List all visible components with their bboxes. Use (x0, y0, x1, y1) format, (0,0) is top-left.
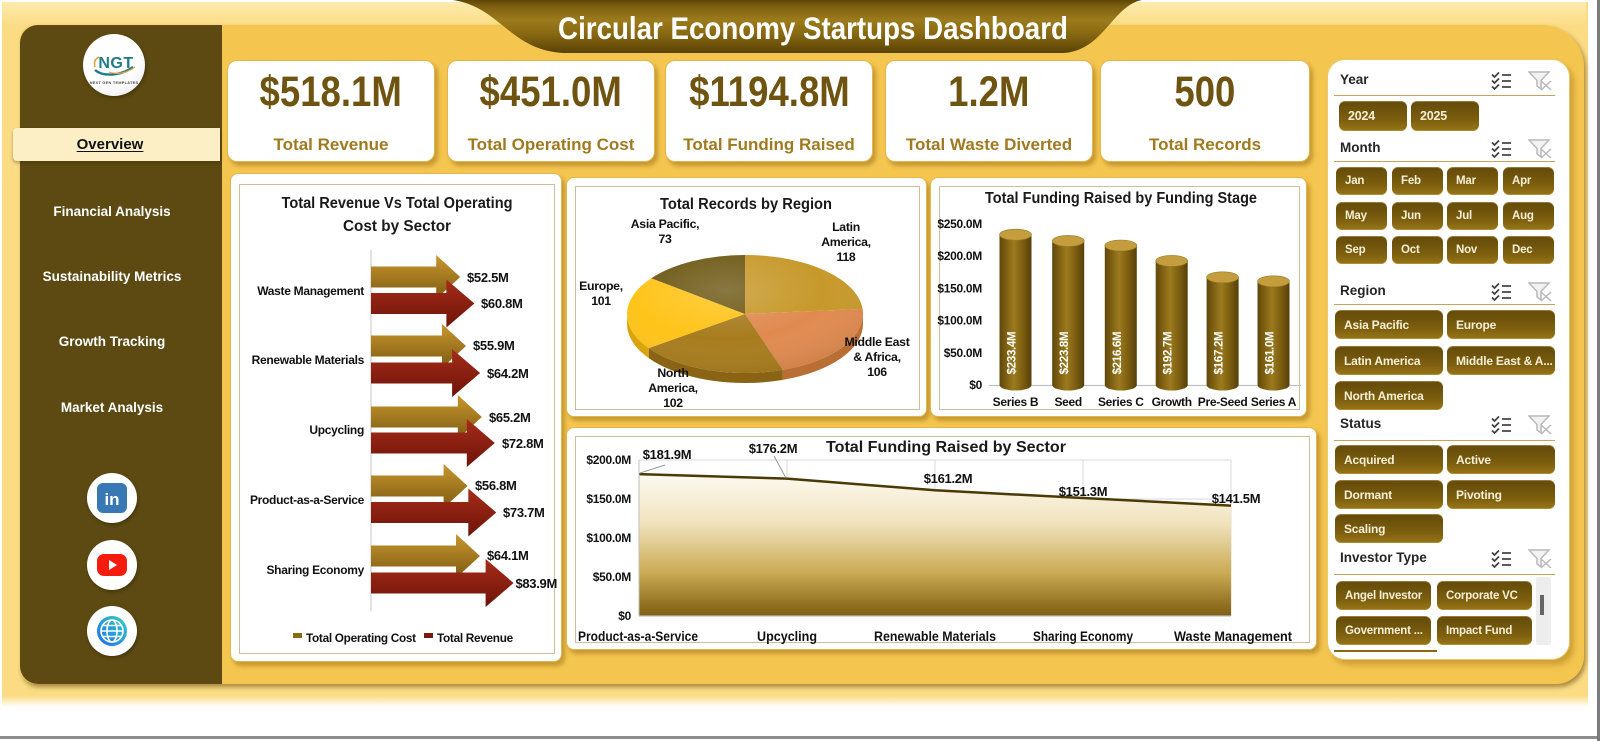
svg-text:North: North (657, 366, 688, 380)
svg-text:$223.8M: $223.8M (1059, 332, 1071, 375)
svg-text:$176.2M: $176.2M (749, 441, 798, 456)
svg-text:$0: $0 (969, 378, 982, 392)
svg-text:Pre-Seed: Pre-Seed (1198, 395, 1248, 409)
svg-text:$50.0M: $50.0M (593, 570, 632, 584)
svg-text:$250.0M: $250.0M (937, 217, 982, 231)
svg-text:Total Records by Region: Total Records by Region (660, 196, 832, 213)
svg-text:Growth: Growth (1152, 395, 1192, 409)
svg-text:Total Operating Cost: Total Operating Cost (306, 631, 416, 645)
svg-text:$151.3M: $151.3M (1059, 484, 1108, 499)
svg-text:$64.2M: $64.2M (487, 366, 529, 381)
svg-text:$181.9M: $181.9M (643, 447, 692, 462)
svg-text:Seed: Seed (1054, 395, 1081, 409)
svg-text:$100.0M: $100.0M (586, 531, 631, 545)
svg-text:Cost by Sector: Cost by Sector (343, 218, 451, 235)
svg-text:Middle East: Middle East (844, 335, 909, 349)
svg-text:$56.8M: $56.8M (475, 478, 517, 493)
svg-text:101: 101 (591, 294, 611, 308)
svg-text:$200.0M: $200.0M (937, 249, 982, 263)
svg-text:Total Revenue: Total Revenue (437, 631, 514, 645)
svg-text:in: in (104, 490, 119, 509)
svg-text:$141.5M: $141.5M (1212, 491, 1261, 506)
svg-text:$83.9M: $83.9M (515, 576, 557, 591)
svg-text:Series B: Series B (993, 395, 1039, 409)
svg-text:$73.7M: $73.7M (503, 505, 545, 520)
svg-text:Total Revenue Vs Total Operati: Total Revenue Vs Total Operating (282, 195, 513, 212)
svg-text:Total Funding Raised by Fundin: Total Funding Raised by Funding Stage (985, 190, 1257, 207)
svg-text:$50.0M: $50.0M (944, 346, 983, 360)
svg-text:Series C: Series C (1098, 395, 1144, 409)
svg-text:America,: America, (821, 235, 871, 249)
svg-text:Waste Management: Waste Management (1174, 629, 1292, 644)
svg-text:& Africa,: & Africa, (853, 350, 900, 364)
svg-text:Product-as-a-Service: Product-as-a-Service (578, 629, 698, 644)
svg-text:$0: $0 (618, 609, 631, 623)
svg-text:Renewable Materials: Renewable Materials (252, 353, 365, 367)
svg-text:$233.4M: $233.4M (1007, 332, 1019, 375)
svg-text:$161.0M: $161.0M (1265, 332, 1277, 375)
svg-text:NEXT GEN TEMPLATES: NEXT GEN TEMPLATES (90, 81, 139, 85)
svg-text:118: 118 (837, 250, 856, 264)
svg-text:73: 73 (658, 232, 672, 246)
svg-text:Sharing Economy: Sharing Economy (266, 563, 364, 577)
svg-text:Product-as-a-Service: Product-as-a-Service (250, 493, 365, 507)
svg-text:Latin: Latin (832, 220, 860, 234)
svg-text:$64.1M: $64.1M (487, 548, 529, 563)
svg-text:Asia Pacific,: Asia Pacific, (631, 217, 700, 231)
svg-text:$150.0M: $150.0M (586, 492, 631, 506)
svg-text:Europe,: Europe, (579, 279, 623, 293)
svg-text:Total Funding Raised by Sector: Total Funding Raised by Sector (826, 439, 1066, 456)
svg-text:$55.9M: $55.9M (473, 338, 515, 353)
svg-text:Renewable Materials: Renewable Materials (874, 629, 996, 644)
svg-text:$200.0M: $200.0M (586, 453, 631, 467)
svg-text:$65.2M: $65.2M (489, 410, 531, 425)
svg-text:106: 106 (867, 365, 887, 379)
svg-text:$161.2M: $161.2M (924, 471, 973, 486)
svg-text:$100.0M: $100.0M (937, 314, 982, 328)
svg-text:$60.8M: $60.8M (481, 296, 523, 311)
svg-text:$167.2M: $167.2M (1214, 332, 1226, 375)
svg-text:Waste Management: Waste Management (257, 284, 364, 298)
svg-text:$52.5M: $52.5M (467, 270, 509, 285)
svg-text:102: 102 (663, 396, 683, 410)
svg-text:NGT: NGT (98, 55, 133, 72)
svg-text:$192.7M: $192.7M (1163, 332, 1175, 375)
svg-text:$216.6M: $216.6M (1112, 332, 1124, 375)
svg-text:Series A: Series A (1251, 395, 1297, 409)
svg-text:$72.8M: $72.8M (502, 436, 544, 451)
svg-text:Sharing Economy: Sharing Economy (1033, 629, 1133, 644)
svg-text:America,: America, (648, 381, 698, 395)
svg-text:Upcycling: Upcycling (757, 629, 817, 644)
svg-text:Upcycling: Upcycling (309, 423, 364, 437)
svg-text:$150.0M: $150.0M (937, 281, 982, 295)
